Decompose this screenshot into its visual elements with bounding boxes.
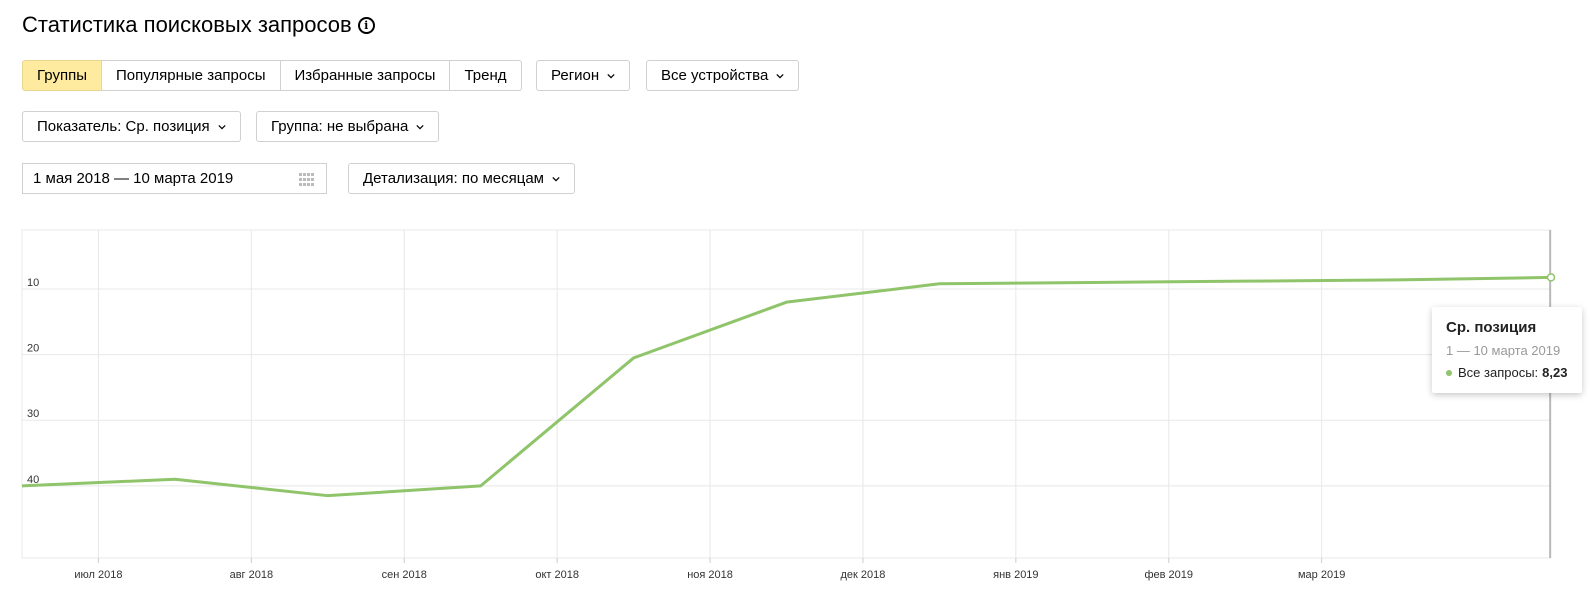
x-tick-label: янв 2019: [993, 569, 1038, 581]
position-line-chart: 10 20 30 40 июл 2018 авг 2018 сен 2018 окт 2018…: [21, 229, 1556, 581]
x-tick-label: сен 2018: [382, 569, 427, 581]
y-tick-label: 20: [27, 343, 39, 355]
group-label: Группа: не выбрана: [271, 118, 409, 135]
plot-frame: [21, 229, 1552, 559]
metric-dropdown[interactable]: Показатель: Ср. позиция: [22, 111, 241, 142]
series-dot-icon: [1446, 369, 1452, 376]
tab-groups[interactable]: Группы: [22, 60, 102, 91]
detail-label: Детализация: по месяцам: [363, 170, 544, 187]
date-range-field[interactable]: 1 мая 2018 — 10 марта 2019: [22, 163, 327, 194]
x-tick-label: фев 2019: [1144, 569, 1193, 581]
tooltip-row: Все запросы: 8,23: [1446, 365, 1567, 380]
info-icon[interactable]: i: [357, 16, 375, 34]
chevron-down-icon: [218, 124, 226, 129]
tooltip-date: 1 — 10 марта 2019: [1446, 343, 1561, 358]
x-tick-label: июл 2018: [74, 569, 122, 581]
tooltip-title: Ср. позиция: [1446, 319, 1537, 336]
chevron-down-icon: [776, 73, 784, 78]
y-tick-label: 10: [27, 277, 39, 289]
page-title-text: Статистика поисковых запросов: [22, 12, 352, 37]
calendar-icon[interactable]: [299, 173, 315, 186]
y-tick-label: 30: [27, 408, 39, 420]
x-tick-label: авг 2018: [230, 569, 274, 581]
region-label: Регион: [551, 67, 600, 84]
tooltip-value: 8,23: [1542, 365, 1568, 380]
x-tick-label: мар 2019: [1298, 569, 1345, 581]
chevron-down-icon: [607, 73, 615, 78]
tab-popular-queries[interactable]: Популярные запросы: [101, 60, 281, 91]
chevron-down-icon: [552, 176, 560, 181]
view-tabs: Группы Популярные запросы Избранные запр…: [22, 60, 522, 91]
tab-trend[interactable]: Тренд: [450, 60, 522, 91]
x-tick-label: дек 2018: [841, 569, 886, 581]
tooltip-series-label: Все запросы:: [1458, 365, 1539, 380]
x-tick-label: окт 2018: [535, 569, 579, 581]
x-tick-label: ноя 2018: [687, 569, 733, 581]
y-tick-label: 40: [27, 474, 39, 486]
region-dropdown[interactable]: Регион: [536, 60, 631, 91]
chevron-down-icon: [416, 124, 424, 129]
series-line-all-queries: [21, 275, 1552, 498]
page-title: Статистика поисковых запросов i: [22, 12, 375, 38]
chart-tooltip: Ср. позиция 1 — 10 марта 2019 Все запрос…: [1432, 307, 1582, 393]
tab-favorite-queries[interactable]: Избранные запросы: [280, 60, 451, 91]
date-range-value: 1 мая 2018 — 10 марта 2019: [33, 170, 234, 187]
detail-dropdown[interactable]: Детализация: по месяцам: [348, 163, 575, 194]
metric-label: Показатель: Ср. позиция: [37, 118, 210, 135]
hovered-point: [1546, 273, 1556, 282]
group-dropdown[interactable]: Группа: не выбрана: [256, 111, 440, 142]
devices-dropdown[interactable]: Все устройства: [646, 60, 800, 91]
devices-label: Все устройства: [661, 67, 769, 84]
